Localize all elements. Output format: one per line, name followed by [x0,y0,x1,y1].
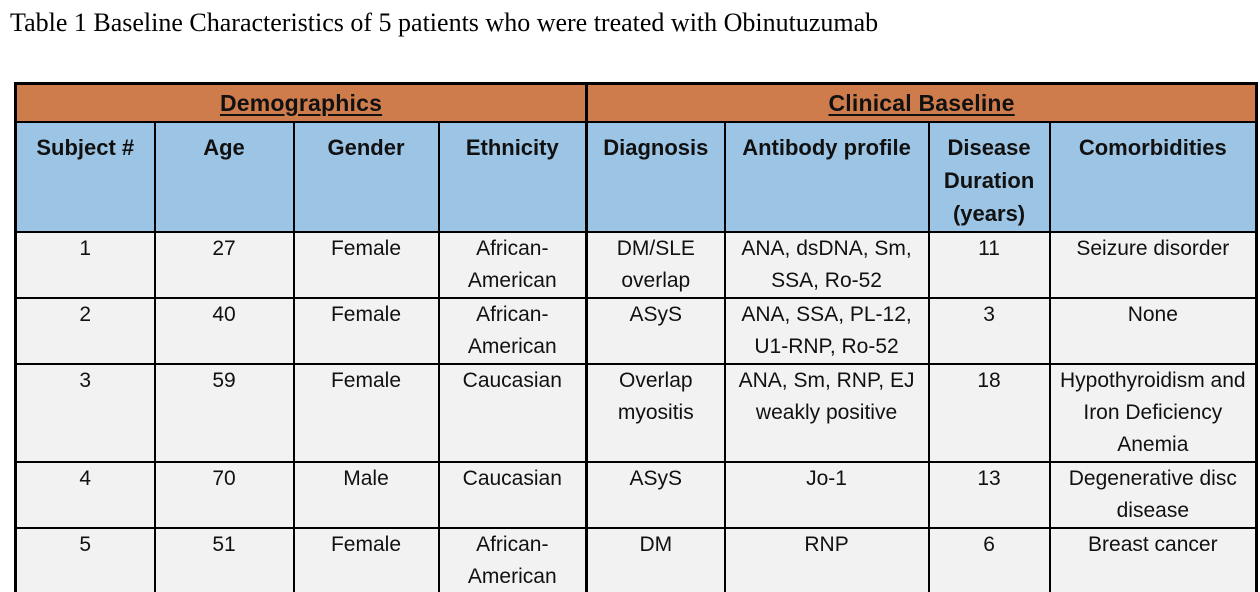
cell-ethnicity: African-American [437,297,588,365]
cell-antibody-profile: ANA, SSA, PL-12, U1-RNP, Ro-52 [723,297,930,365]
cell-disease-duration: 3 [927,297,1051,365]
cell-age: 40 [153,297,295,365]
col-header-comorbidities: Comorbidities [1048,121,1258,233]
col-header-age: Age [153,121,295,233]
col-header-antibody-profile: Antibody profile [723,121,930,233]
cell-gender: Female [292,363,440,463]
table-row: 3 59 Female Caucasian Overlap myositis A… [14,363,1258,463]
cell-age: 51 [153,527,295,592]
cell-ethnicity: Caucasian [437,363,588,463]
cell-antibody-profile: ANA, Sm, RNP, EJ weakly positive [723,363,930,463]
cell-gender: Male [292,461,440,529]
col-header-subject: Subject # [14,121,156,233]
cell-diagnosis: ASyS [585,297,726,365]
cell-diagnosis: ASyS [585,461,726,529]
cell-comorbidities: Breast cancer [1048,527,1258,592]
col-header-gender: Gender [292,121,440,233]
cell-disease-duration: 18 [927,363,1051,463]
cell-subject: 4 [14,461,156,529]
cell-comorbidities: Degenerative disc disease [1048,461,1258,529]
cell-ethnicity: African-American [437,527,588,592]
cell-disease-duration: 6 [927,527,1051,592]
cell-subject: 3 [14,363,156,463]
table-caption: Table 1 Baseline Characteristics of 5 pa… [10,8,879,37]
cell-subject: 2 [14,297,156,365]
cell-age: 59 [153,363,295,463]
cell-diagnosis: DM [585,527,726,592]
cell-comorbidities: None [1048,297,1258,365]
col-header-disease-duration: Disease Duration (years) [927,121,1051,233]
table-row: 5 51 Female African-American DM RNP 6 Br… [14,527,1258,592]
col-header-ethnicity: Ethnicity [437,121,588,233]
col-header-diagnosis: Diagnosis [585,121,726,233]
table-row: 2 40 Female African-American ASyS ANA, S… [14,297,1258,365]
cell-antibody-profile: RNP [723,527,930,592]
group-header-clinical-baseline: Clinical Baseline [585,82,1258,123]
cell-disease-duration: 13 [927,461,1051,529]
group-header-demographics-label: Demographics [219,89,383,116]
cell-comorbidities: Hypothyroidism and Iron Deficiency Anemi… [1048,363,1258,463]
cell-diagnosis: DM/SLE overlap [585,231,726,299]
group-header-clinical-baseline-label: Clinical Baseline [828,89,1015,116]
cell-age: 27 [153,231,295,299]
table-row: 4 70 Male Caucasian ASyS Jo-1 13 Degener… [14,461,1258,529]
cell-disease-duration: 11 [927,231,1051,299]
cell-ethnicity: African-American [437,231,588,299]
cell-comorbidities: Seizure disorder [1048,231,1258,299]
group-header-demographics: Demographics [14,82,588,123]
column-header-row: Subject # Age Gender Ethnicity Diagnosis… [14,121,1258,233]
cell-age: 70 [153,461,295,529]
cell-ethnicity: Caucasian [437,461,588,529]
cell-gender: Female [292,527,440,592]
cell-subject: 5 [14,527,156,592]
group-header-row: Demographics Clinical Baseline [14,82,1258,123]
cell-gender: Female [292,231,440,299]
cell-gender: Female [292,297,440,365]
cell-diagnosis: Overlap myositis [585,363,726,463]
baseline-characteristics-table: Demographics Clinical Baseline Subject #… [14,82,1259,592]
cell-subject: 1 [14,231,156,299]
cell-antibody-profile: ANA, dsDNA, Sm, SSA, Ro-52 [723,231,930,299]
cell-antibody-profile: Jo-1 [723,461,930,529]
table-row: 1 27 Female African-American DM/SLE over… [14,231,1258,299]
